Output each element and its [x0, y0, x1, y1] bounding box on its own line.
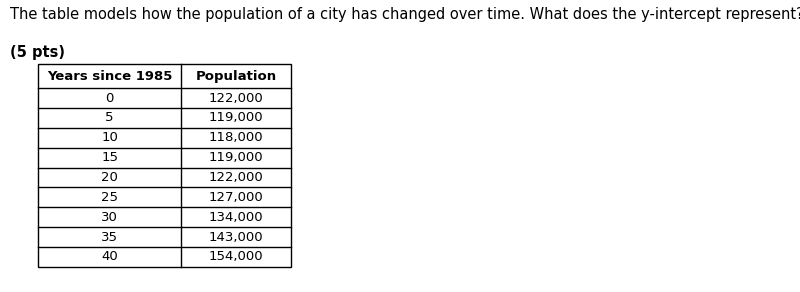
Bar — [38, 64, 291, 267]
Text: 122,000: 122,000 — [209, 171, 263, 184]
Text: 30: 30 — [101, 211, 118, 224]
Text: 118,000: 118,000 — [209, 131, 263, 144]
Text: 10: 10 — [101, 131, 118, 144]
Text: 143,000: 143,000 — [209, 231, 263, 244]
Text: Population: Population — [195, 70, 277, 83]
Text: 20: 20 — [101, 171, 118, 184]
Text: 119,000: 119,000 — [209, 151, 263, 164]
Text: 127,000: 127,000 — [209, 191, 263, 204]
Text: The table models how the population of a city has changed over time. What does t: The table models how the population of a… — [10, 7, 800, 22]
Text: 122,000: 122,000 — [209, 92, 263, 105]
Text: 35: 35 — [101, 231, 118, 244]
Text: Years since 1985: Years since 1985 — [47, 70, 172, 83]
Text: 134,000: 134,000 — [209, 211, 263, 224]
Text: (5 pts): (5 pts) — [10, 45, 65, 60]
Text: 15: 15 — [101, 151, 118, 164]
Text: 154,000: 154,000 — [209, 251, 263, 263]
Text: 119,000: 119,000 — [209, 112, 263, 124]
Text: 25: 25 — [101, 191, 118, 204]
Bar — [38, 64, 291, 267]
Text: 0: 0 — [106, 92, 114, 105]
Text: 40: 40 — [102, 251, 118, 263]
Text: 5: 5 — [106, 112, 114, 124]
